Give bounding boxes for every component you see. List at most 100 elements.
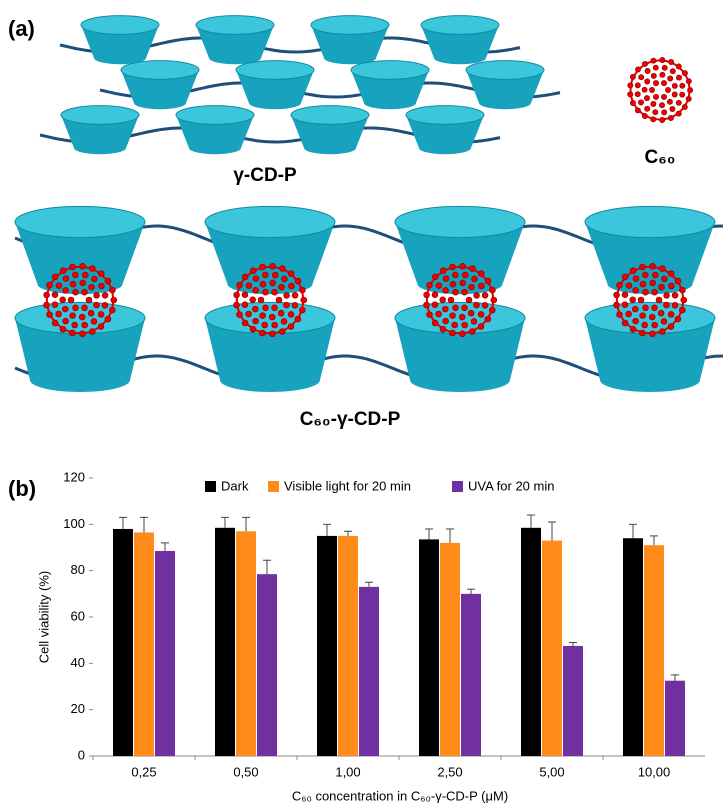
fullerene-atom <box>431 319 439 327</box>
fullerene-atom <box>72 271 79 279</box>
fullerene-atom <box>679 306 686 314</box>
cyclodextrin-rim <box>235 60 315 80</box>
cyclodextrin <box>291 115 369 155</box>
fullerene-atom <box>51 273 59 281</box>
fullerene-atom <box>639 329 646 337</box>
fullerene-atom <box>471 275 478 283</box>
fullerene-atom <box>653 80 659 87</box>
fullerene-atom <box>442 275 450 282</box>
cyclodextrin-rim <box>290 105 370 125</box>
bar <box>257 574 277 756</box>
fullerene-atom <box>490 296 498 304</box>
fullerene-atom <box>442 305 449 313</box>
fullerene-atom <box>426 311 433 318</box>
bar <box>665 680 685 756</box>
fullerene-atom <box>78 313 86 321</box>
legend-swatch <box>452 481 463 492</box>
fullerene-atom <box>442 287 449 294</box>
fullerene-atom <box>674 315 682 323</box>
fullerene-atom <box>69 263 76 271</box>
fullerene-atom <box>110 296 118 304</box>
fullerene-atom <box>469 265 476 272</box>
cyclodextrin-rim <box>310 15 390 35</box>
fullerene-atom <box>262 271 269 279</box>
fullerene-atom <box>109 306 116 314</box>
bar <box>359 586 379 756</box>
fullerene-atom <box>269 279 276 287</box>
fullerene-atom <box>468 283 475 291</box>
fullerene-atom <box>613 291 620 299</box>
bar <box>419 539 439 756</box>
fullerene-atom <box>431 273 439 281</box>
fullerene-atom <box>681 104 688 110</box>
fullerene-atom <box>489 286 496 294</box>
fullerene-atom <box>661 93 667 100</box>
cyclodextrin-rim <box>80 15 160 35</box>
cyclodextrin <box>395 318 525 392</box>
fullerene-atom <box>658 283 665 291</box>
fullerene-atom <box>278 283 285 291</box>
fullerene-atom <box>51 301 59 308</box>
fullerene-atom <box>59 267 67 274</box>
fullerene-atom <box>283 301 290 309</box>
fullerene-atom <box>426 281 433 289</box>
fullerene-atom <box>294 315 302 323</box>
fullerene-atom <box>447 296 455 304</box>
fullerene-atom <box>109 286 116 294</box>
fullerene-atom <box>632 317 639 325</box>
cyclodextrin <box>236 70 314 110</box>
fullerene-atom <box>659 71 666 78</box>
fullerene-atom <box>462 271 469 279</box>
fullerene-atom <box>665 87 671 93</box>
legend-label: Visible light for 20 min <box>284 478 411 493</box>
fullerene-atom <box>659 102 665 109</box>
fullerene-atom <box>451 321 458 329</box>
fullerene-label: C₆₀ <box>645 147 676 168</box>
bar <box>215 527 235 756</box>
fullerene-atom <box>644 105 651 112</box>
fullerene-atom <box>442 317 449 325</box>
x-tick-label: 5,00 <box>539 764 564 779</box>
fullerene-atom <box>661 80 667 87</box>
fullerene-atom <box>473 301 480 309</box>
fullerene-atom <box>277 309 285 317</box>
fullerene-atom <box>287 311 295 318</box>
cyclodextrin <box>15 318 145 392</box>
cyclodextrin <box>15 222 145 295</box>
fullerene-atom <box>484 315 492 323</box>
fullerene-atom <box>667 270 675 277</box>
cyclodextrin-rim <box>204 205 336 239</box>
fullerene-atom <box>649 330 656 338</box>
cyclodextrin <box>585 318 715 392</box>
fullerene-atom <box>449 280 457 288</box>
fullerene-atom <box>91 275 98 283</box>
fullerene-atom <box>629 326 637 333</box>
fullerene-atom <box>659 117 666 123</box>
fullerene-atom <box>291 292 299 299</box>
bar <box>461 593 481 756</box>
fullerene-atom <box>651 304 658 312</box>
y-tick-label: 40 <box>71 655 85 670</box>
fullerene-atom <box>449 312 456 319</box>
fullerene-atom <box>435 310 442 318</box>
fullerene-atom <box>268 313 276 321</box>
fullerene-atom <box>98 282 105 290</box>
fullerene-atom <box>638 74 645 81</box>
fullerene-atom <box>668 59 675 65</box>
fullerene-atom <box>671 91 678 98</box>
fullerene-atom <box>62 275 70 282</box>
fullerene-atom <box>652 271 659 279</box>
fullerene-atom <box>477 311 485 318</box>
fullerene-atom <box>233 291 240 299</box>
bar <box>155 550 175 756</box>
cyclodextrin-rim <box>394 205 526 239</box>
fullerene-atom <box>87 309 95 317</box>
cyclodextrin-rim <box>405 105 485 125</box>
fullerene-atom <box>51 291 59 298</box>
fullerene-atom <box>294 277 302 285</box>
fullerene-atom <box>97 270 105 277</box>
fullerene-atom <box>650 72 657 79</box>
fullerene-atom <box>669 68 676 75</box>
bar <box>113 528 133 756</box>
fullerene-atom <box>655 296 663 304</box>
